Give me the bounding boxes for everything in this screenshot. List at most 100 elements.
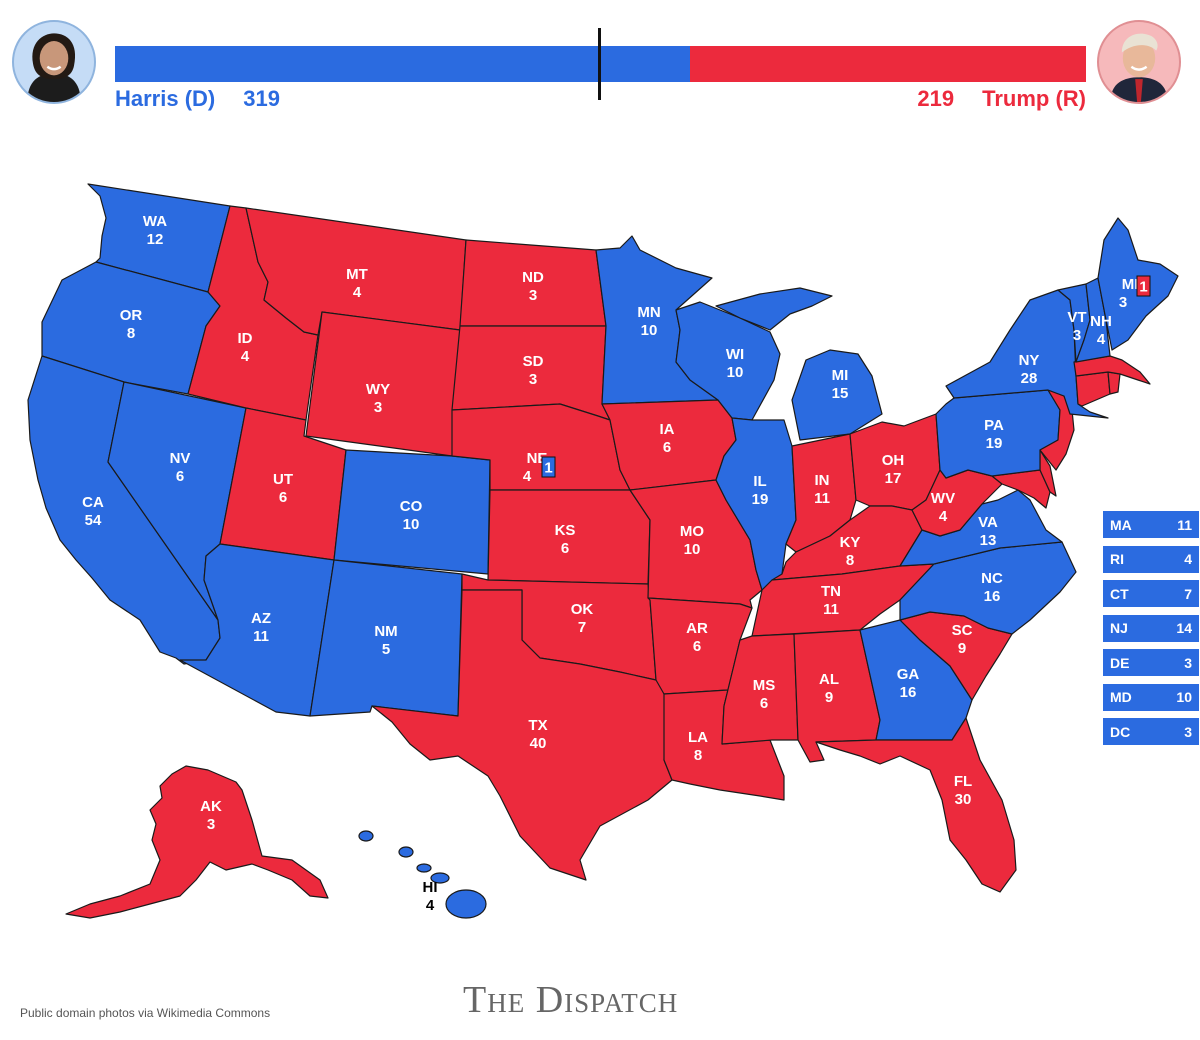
state-ev-ND: 3 bbox=[529, 287, 537, 304]
state-ev-NY: 28 bbox=[1021, 370, 1038, 387]
state-ev-MN: 10 bbox=[641, 322, 658, 339]
state-abbr-TN: TN bbox=[821, 583, 841, 600]
state-ev-TX: 40 bbox=[530, 735, 547, 752]
harris-name: Harris (D) bbox=[115, 86, 216, 111]
small-state-row-RI[interactable]: RI 4 bbox=[1103, 545, 1199, 573]
dispatch-logo: The Dispatch bbox=[463, 979, 679, 1021]
state-abbr-ND: ND bbox=[522, 269, 544, 286]
photo-credit: Public domain photos via Wikimedia Commo… bbox=[20, 1006, 271, 1020]
small-state-row-MA[interactable]: MA 11 bbox=[1103, 511, 1199, 538]
states-layer bbox=[27, 183, 1179, 919]
small-state-row-DE[interactable]: DE 3 bbox=[1103, 649, 1199, 676]
state-abbr-VT: VT bbox=[1067, 309, 1086, 326]
state-ev-PA: 19 bbox=[986, 435, 1003, 452]
state-ev-IA: 6 bbox=[663, 439, 671, 456]
state-ev-MT: 4 bbox=[353, 284, 362, 301]
state-abbr-NY: NY bbox=[1019, 352, 1040, 369]
state-FL[interactable] bbox=[815, 717, 1017, 893]
state-MI[interactable] bbox=[715, 287, 883, 441]
state-ev-AZ: 11 bbox=[253, 628, 269, 645]
state-abbr-AL: AL bbox=[819, 671, 839, 688]
state-ev-SD: 3 bbox=[529, 371, 537, 388]
small-state-abbr: DC bbox=[1110, 723, 1131, 740]
state-ev-WV: 4 bbox=[939, 508, 948, 525]
state-ev-AR: 6 bbox=[693, 638, 701, 655]
state-ev-ID: 4 bbox=[241, 348, 250, 365]
small-states-table: MA 11 RI 4 CT 7 NJ 14 DE 3 MD 10 DC 3 bbox=[1103, 511, 1199, 753]
state-abbr-UT: UT bbox=[273, 471, 293, 488]
state-ev-KY: 8 bbox=[846, 552, 854, 569]
state-ev-NC: 16 bbox=[984, 588, 1001, 605]
state-ev-CO: 10 bbox=[403, 516, 420, 533]
state-abbr-CA: CA bbox=[82, 494, 104, 511]
small-state-abbr: MA bbox=[1110, 516, 1132, 533]
state-abbr-WY: WY bbox=[366, 381, 390, 398]
small-state-ev: 14 bbox=[1176, 620, 1192, 636]
state-ev-OH: 17 bbox=[885, 470, 902, 487]
state-ev-WA: 12 bbox=[147, 231, 164, 248]
state-RI[interactable] bbox=[1107, 371, 1121, 395]
state-HI[interactable] bbox=[358, 830, 487, 919]
harris-votes: 319 bbox=[243, 86, 280, 111]
harris-avatar bbox=[12, 20, 96, 104]
state-ev-MI: 15 bbox=[832, 385, 849, 402]
split-ev-NE: 1 bbox=[544, 460, 552, 477]
state-ev-WY: 3 bbox=[374, 399, 382, 416]
state-MA[interactable] bbox=[1073, 355, 1151, 385]
state-ev-HI: 4 bbox=[426, 897, 435, 914]
state-abbr-LA: LA bbox=[688, 729, 708, 746]
state-abbr-CO: CO bbox=[400, 498, 423, 515]
trump-electoral-bar bbox=[690, 46, 1086, 82]
small-state-abbr: DE bbox=[1110, 654, 1130, 671]
state-abbr-OR: OR bbox=[120, 307, 143, 324]
state-ev-NH: 4 bbox=[1097, 331, 1106, 348]
small-state-row-MD[interactable]: MD 10 bbox=[1103, 683, 1199, 711]
state-ev-OK: 7 bbox=[578, 619, 586, 636]
small-state-ev: 10 bbox=[1176, 689, 1192, 705]
state-ev-IL: 19 bbox=[752, 491, 769, 508]
state-abbr-MI: MI bbox=[832, 367, 849, 384]
state-abbr-NC: NC bbox=[981, 570, 1003, 587]
state-abbr-KY: KY bbox=[840, 534, 861, 551]
small-state-row-DC[interactable]: DC 3 bbox=[1103, 718, 1199, 745]
small-state-row-NJ[interactable]: NJ 14 bbox=[1103, 614, 1199, 642]
state-ev-AL: 9 bbox=[825, 689, 833, 706]
small-state-abbr: RI bbox=[1110, 551, 1124, 567]
state-ev-CA: 54 bbox=[85, 512, 102, 529]
state-TX[interactable] bbox=[371, 589, 673, 881]
state-ev-MO: 10 bbox=[684, 541, 701, 558]
trump-name: Trump (R) bbox=[982, 86, 1086, 111]
state-abbr-WV: WV bbox=[931, 490, 955, 507]
state-abbr-NV: NV bbox=[170, 450, 191, 467]
state-abbr-IA: IA bbox=[660, 421, 675, 438]
state-ev-KS: 6 bbox=[561, 540, 569, 557]
harris-label: Harris (D) 319 bbox=[115, 86, 280, 112]
state-ev-GA: 16 bbox=[900, 684, 917, 701]
state-abbr-SD: SD bbox=[523, 353, 544, 370]
small-state-row-CT[interactable]: CT 7 bbox=[1103, 580, 1199, 607]
small-state-ev: 3 bbox=[1184, 723, 1192, 740]
state-ev-VT: 3 bbox=[1073, 327, 1081, 344]
state-abbr-ID: ID bbox=[238, 330, 253, 347]
state-ev-NM: 5 bbox=[382, 641, 390, 658]
state-ev-AK: 3 bbox=[207, 816, 215, 833]
state-abbr-WI: WI bbox=[726, 346, 744, 363]
state-ev-IN: 11 bbox=[814, 490, 830, 507]
state-abbr-MS: MS bbox=[753, 677, 776, 694]
state-abbr-MN: MN bbox=[637, 304, 660, 321]
harris-electoral-bar bbox=[115, 46, 690, 82]
state-AK[interactable] bbox=[65, 765, 329, 919]
state-CT[interactable] bbox=[1075, 371, 1111, 407]
state-abbr-OH: OH bbox=[882, 452, 905, 469]
state-ev-SC: 9 bbox=[958, 640, 966, 657]
state-abbr-MO: MO bbox=[680, 523, 704, 540]
state-ev-MS: 6 bbox=[760, 695, 768, 712]
state-ev-WI: 10 bbox=[727, 364, 744, 381]
split-badge-NE bbox=[541, 456, 556, 478]
state-ev-NV: 6 bbox=[176, 468, 184, 485]
state-abbr-MT: MT bbox=[346, 266, 368, 283]
small-state-abbr: NJ bbox=[1110, 620, 1128, 636]
state-TN[interactable] bbox=[751, 563, 935, 637]
small-state-ev: 7 bbox=[1184, 585, 1192, 602]
270-threshold-marker bbox=[598, 28, 601, 100]
